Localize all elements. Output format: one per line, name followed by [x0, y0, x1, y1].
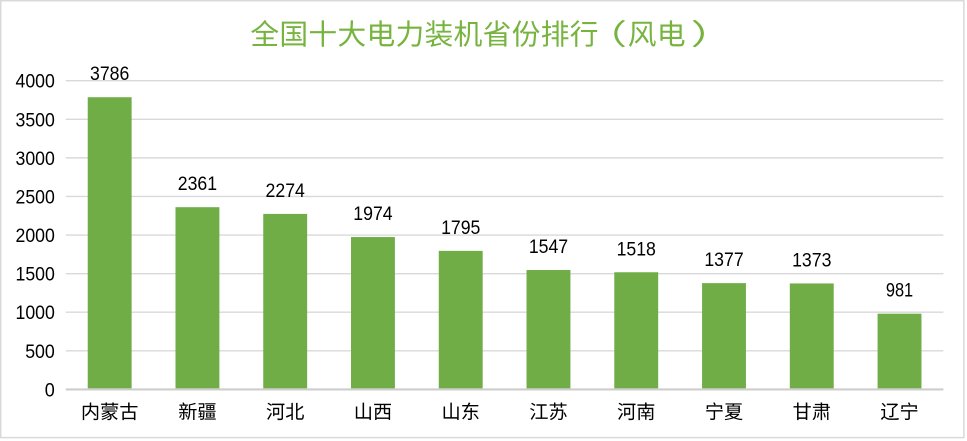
svg-text:1000: 1000	[16, 302, 55, 324]
svg-text:3786: 3786	[90, 63, 129, 85]
svg-text:0: 0	[45, 379, 55, 401]
svg-text:1500: 1500	[16, 264, 55, 286]
svg-text:1795: 1795	[441, 217, 480, 239]
svg-text:3500: 3500	[16, 109, 55, 131]
svg-text:2500: 2500	[16, 186, 55, 208]
svg-text:2000: 2000	[16, 225, 55, 247]
svg-text:1377: 1377	[704, 249, 743, 271]
svg-text:981: 981	[886, 280, 913, 302]
svg-text:2361: 2361	[178, 173, 217, 195]
svg-text:3000: 3000	[16, 148, 55, 170]
svg-text:4000: 4000	[16, 71, 55, 93]
svg-text:1373: 1373	[792, 249, 831, 271]
svg-text:1547: 1547	[529, 236, 568, 258]
svg-text:2274: 2274	[266, 180, 305, 202]
svg-text:1518: 1518	[617, 238, 656, 260]
svg-text:500: 500	[25, 341, 55, 363]
svg-text:1974: 1974	[353, 203, 392, 225]
